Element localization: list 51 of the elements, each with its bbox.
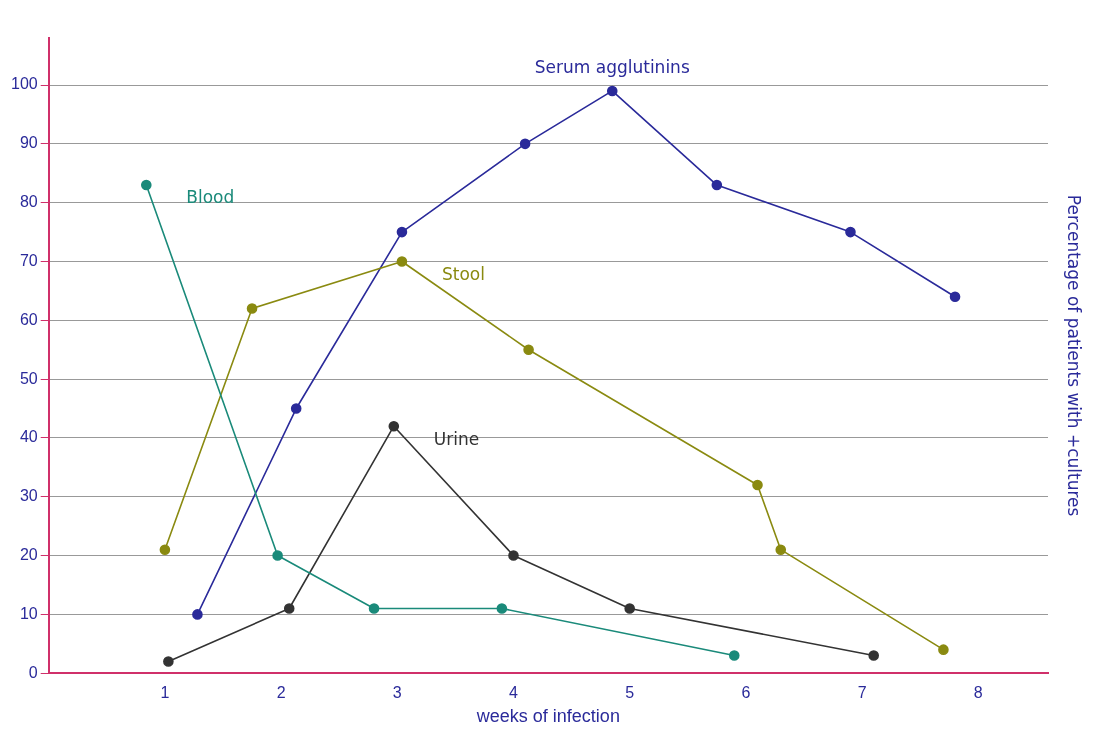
point xyxy=(159,544,171,555)
y-tick-label: 30 xyxy=(19,487,38,505)
point xyxy=(246,303,258,314)
point xyxy=(606,85,618,97)
point xyxy=(868,650,879,661)
point xyxy=(388,420,400,432)
series-label: Serum agglutinins xyxy=(534,57,690,78)
x-axis-title: weeks of infection xyxy=(475,706,620,727)
point xyxy=(949,291,961,303)
y-tick-label: 70 xyxy=(19,251,38,269)
y-tick-label: 80 xyxy=(19,193,38,211)
x-tick-label: 3 xyxy=(392,684,402,702)
point xyxy=(290,403,302,414)
x-tick-label: 8 xyxy=(973,684,983,702)
x-tick-label: 6 xyxy=(741,684,751,702)
point xyxy=(752,479,763,491)
point xyxy=(775,544,787,555)
point xyxy=(519,138,531,150)
point xyxy=(163,656,174,667)
y-tick-label: 100 xyxy=(10,75,38,93)
point xyxy=(272,550,283,561)
point xyxy=(396,226,408,238)
y-tick-label: 0 xyxy=(28,663,38,681)
point xyxy=(283,603,295,614)
series-label: Urine xyxy=(433,428,480,449)
point xyxy=(368,603,380,614)
point xyxy=(192,609,203,620)
point xyxy=(845,226,856,238)
x-tick-label: 5 xyxy=(625,684,635,702)
x-tick-label: 4 xyxy=(509,684,519,702)
point xyxy=(508,550,519,561)
y-axis-title: Percentage of patients with +cultures xyxy=(1063,194,1084,517)
x-tick-label: 2 xyxy=(276,684,286,702)
point xyxy=(728,650,740,661)
point xyxy=(711,179,723,191)
series-label: Blood xyxy=(186,187,235,208)
point xyxy=(496,603,508,614)
y-tick-label: 10 xyxy=(19,604,38,622)
y-tick-label: 40 xyxy=(19,428,38,446)
point xyxy=(396,256,408,267)
x-tick-label: 1 xyxy=(160,684,170,702)
y-tick-label: 20 xyxy=(19,545,38,563)
point xyxy=(624,603,635,614)
series-label: Stool xyxy=(441,263,485,284)
y-tick-label: 50 xyxy=(19,369,38,387)
point xyxy=(141,179,152,191)
point xyxy=(938,644,949,655)
x-tick-label: 7 xyxy=(857,684,867,702)
point xyxy=(523,344,534,356)
y-tick-label: 60 xyxy=(19,310,38,328)
y-tick-label: 90 xyxy=(19,134,38,152)
